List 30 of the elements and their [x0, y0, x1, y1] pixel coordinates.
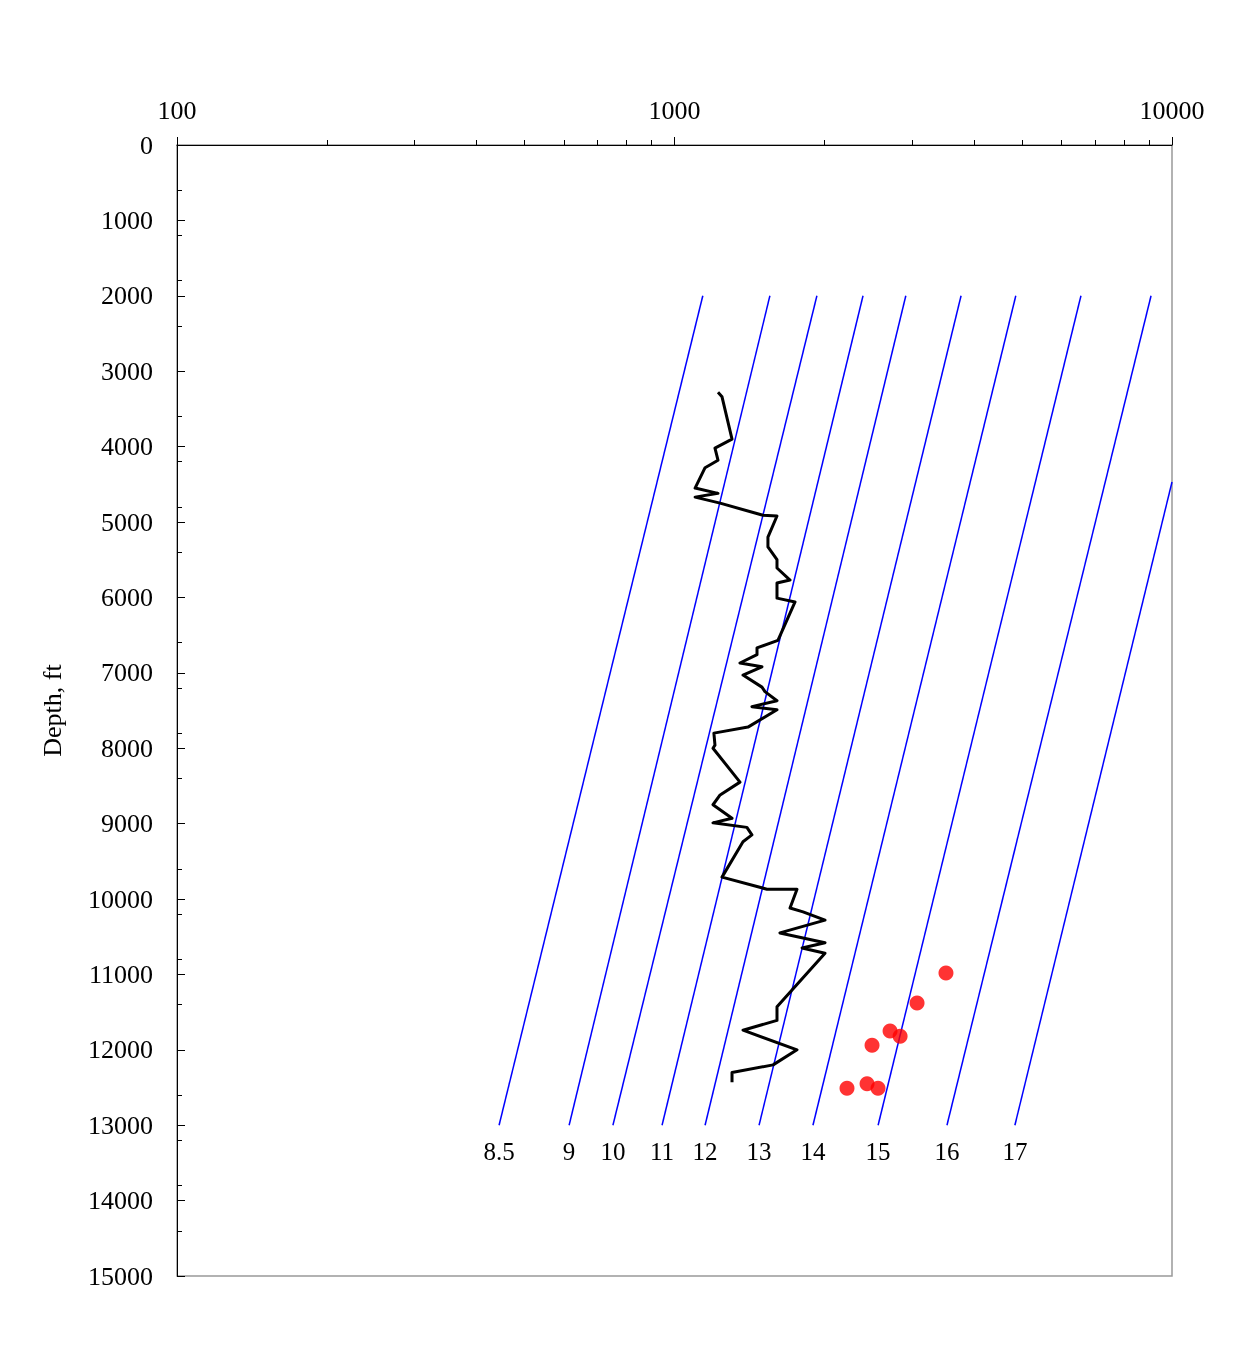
- y-tick-label: 14000: [88, 1186, 153, 1216]
- y-tick-label: 2000: [101, 281, 153, 311]
- series-label: 15: [865, 1138, 891, 1166]
- y-tick-label: 8000: [101, 733, 153, 763]
- y-tick-label: 9000: [101, 809, 153, 839]
- y-tick-label: 1000: [101, 205, 153, 235]
- series-label: 14: [800, 1138, 826, 1166]
- series-label: 8.5: [483, 1138, 515, 1166]
- y-tick-label: 13000: [88, 1110, 153, 1140]
- series-label: 9: [562, 1138, 576, 1166]
- series-label: 12: [692, 1138, 718, 1166]
- y-tick-label: 10000: [88, 884, 153, 914]
- x-tick-label: 10000: [1139, 95, 1205, 125]
- y-tick-label: 6000: [101, 582, 153, 612]
- series-label: 11: [650, 1138, 675, 1166]
- y-tick-label: 15000: [88, 1261, 153, 1291]
- y-tick-label: 5000: [101, 507, 153, 537]
- series-label: 17: [1002, 1138, 1028, 1166]
- y-tick-label: 11000: [88, 959, 153, 989]
- y-tick-label: 12000: [88, 1035, 153, 1065]
- y-tick-label: 7000: [101, 658, 153, 688]
- x-tick-label: 1000: [648, 95, 701, 125]
- y-tick-label: 3000: [101, 356, 153, 386]
- series-label: 16: [934, 1138, 960, 1166]
- series-label: 10: [600, 1138, 626, 1166]
- series-label: 13: [746, 1138, 772, 1166]
- y-tick-label: 4000: [101, 432, 153, 462]
- x-tick-label: 100: [157, 95, 197, 125]
- y-axis-title: Depth, ft: [37, 663, 67, 757]
- y-tick-label: 0: [140, 130, 153, 160]
